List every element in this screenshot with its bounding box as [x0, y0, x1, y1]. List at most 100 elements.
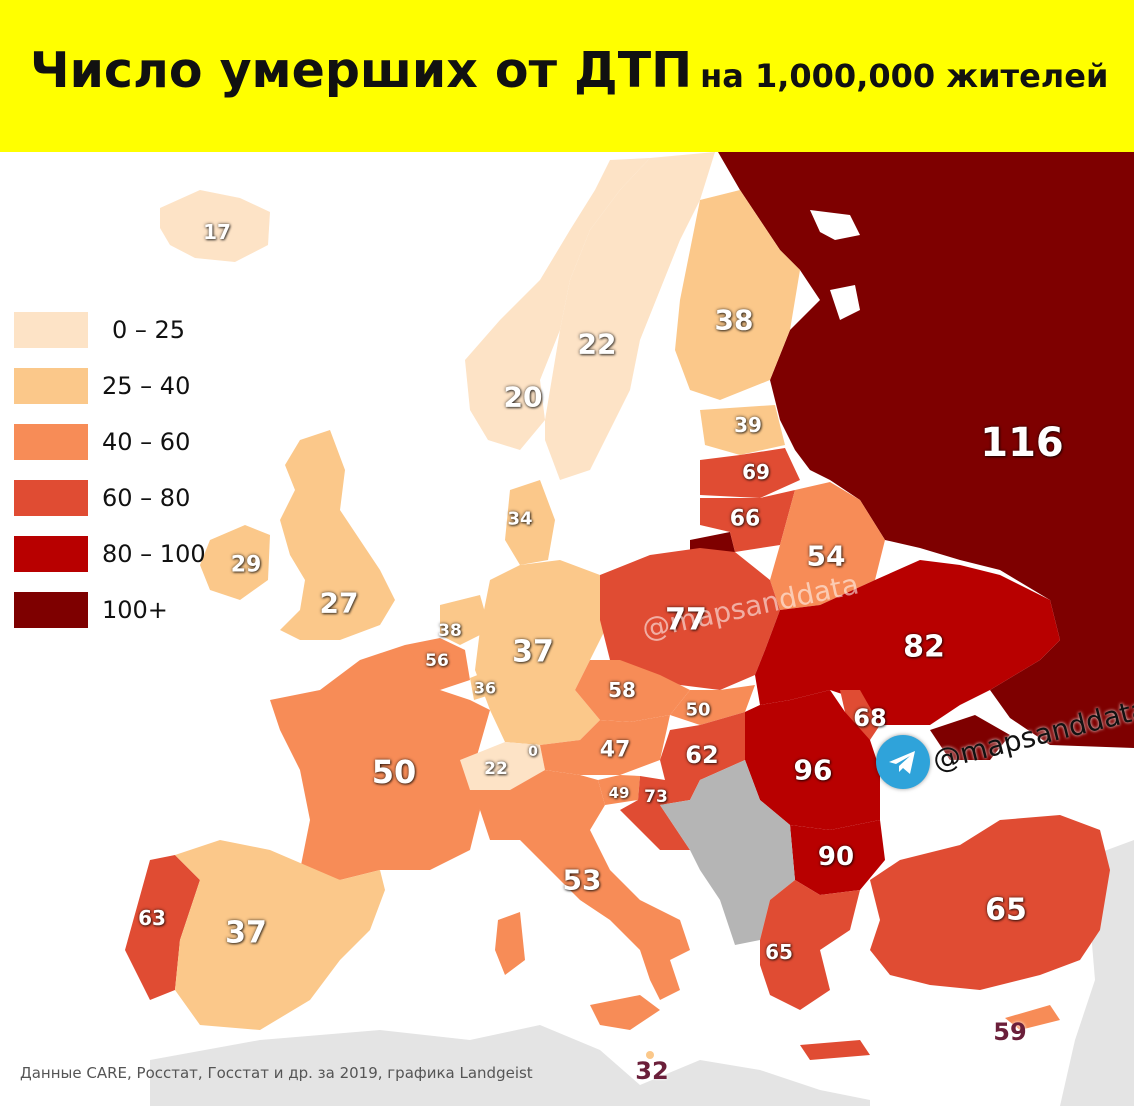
- value-greece: 65: [765, 940, 793, 964]
- region-cyprus: [1005, 1005, 1060, 1030]
- value-romania: 96: [793, 753, 833, 787]
- region-uk: [280, 430, 395, 640]
- region-romania: [745, 690, 880, 830]
- region-turkey: [870, 815, 1110, 990]
- value-turkey: 65: [985, 892, 1027, 928]
- value-denmark: 34: [507, 508, 533, 530]
- region-liechtenstein: [527, 744, 539, 762]
- region-france: [270, 645, 490, 880]
- title-main: Число умерших от ДТП: [30, 42, 693, 99]
- value-switzerland: 22: [484, 759, 508, 779]
- region-slovenia: [598, 775, 640, 805]
- value-france: 50: [371, 753, 417, 791]
- region-balkans-no-data: [660, 760, 795, 945]
- legend-swatch: [14, 424, 88, 460]
- region-finland: [675, 190, 800, 400]
- region-sardinia: [495, 912, 525, 975]
- legend-label: 100+: [102, 596, 168, 624]
- legend-swatch: [14, 480, 88, 516]
- value-norway: 20: [503, 380, 543, 414]
- region-luxembourg: [470, 672, 490, 700]
- region-switzerland: [460, 742, 545, 790]
- legend-label: 25 – 40: [102, 372, 191, 400]
- value-estonia: 39: [734, 413, 762, 437]
- region-italy: [470, 770, 690, 1000]
- region-portugal: [125, 855, 200, 1000]
- region-slovakia: [670, 685, 755, 725]
- region-netherlands: [440, 595, 490, 645]
- region-austria: [540, 715, 670, 775]
- title-sub: на 1,000,000 жителей: [700, 57, 1109, 95]
- value-netherlands: 38: [438, 621, 462, 641]
- value-cyprus: 59: [993, 1018, 1027, 1046]
- value-austria: 47: [599, 737, 631, 763]
- region-norway: [465, 158, 650, 450]
- region-croatia: [620, 776, 700, 850]
- value-iceland: 17: [203, 220, 231, 244]
- region-estonia: [700, 405, 785, 455]
- value-germany: 37: [512, 634, 554, 670]
- africa-landmass: [150, 1025, 870, 1106]
- value-ukraine: 82: [903, 629, 945, 665]
- region-iceland: [160, 190, 270, 262]
- value-uk: 27: [319, 586, 359, 620]
- value-belgium: 56: [425, 651, 449, 671]
- value-belarus: 54: [806, 539, 846, 573]
- region-russia: [718, 152, 1134, 748]
- legend-swatch: [14, 312, 88, 348]
- value-poland: 77: [665, 602, 707, 638]
- region-poland: [600, 548, 780, 690]
- region-ireland: [200, 525, 270, 600]
- region-moldova: [840, 690, 880, 740]
- region-crete: [800, 1040, 870, 1060]
- telegram-icon-glyph: [889, 751, 915, 774]
- value-liechtenstein: 0: [528, 744, 538, 760]
- legend-swatch: [14, 592, 88, 628]
- white-sea: [810, 210, 860, 240]
- region-czechia: [575, 660, 690, 722]
- region-malta: [646, 1051, 654, 1059]
- crimea-area: [930, 715, 1010, 760]
- value-slovakia: 50: [685, 699, 711, 721]
- region-spain: [175, 840, 385, 1030]
- value-bulgaria: 90: [817, 842, 855, 872]
- asia-landmass: [1060, 840, 1134, 1106]
- legend-swatch: [14, 536, 88, 572]
- value-spain: 37: [225, 915, 267, 951]
- value-hungary: 62: [685, 741, 719, 769]
- value-ireland: 29: [230, 552, 262, 578]
- europe-map: [125, 152, 1134, 1106]
- region-latvia: [700, 448, 800, 498]
- legend-label: 40 – 60: [102, 428, 191, 456]
- source-credit: Данные CARE, Росстат, Госстат и др. за 2…: [20, 1064, 533, 1082]
- region-denmark: [505, 480, 555, 565]
- value-finland: 38: [714, 303, 754, 337]
- value-czechia: 58: [608, 678, 636, 702]
- region-ukraine: [755, 560, 1060, 725]
- value-slovenia: 49: [608, 784, 630, 802]
- legend-label: 60 – 80: [102, 484, 191, 512]
- region-belarus: [770, 482, 885, 610]
- value-luxembourg: 36: [473, 678, 497, 698]
- title-bar: Число умерших от ДТП на 1,000,000 жителей: [0, 0, 1134, 152]
- value-russia: 116: [980, 420, 1064, 466]
- legend-label: 0 – 25: [112, 316, 186, 344]
- region-bulgaria: [790, 820, 885, 895]
- region-hungary: [660, 705, 760, 780]
- value-latvia: 69: [742, 460, 770, 484]
- value-croatia: 73: [644, 787, 668, 807]
- value-moldova: 68: [853, 704, 887, 732]
- page-title: Число умерших от ДТП на 1,000,000 жителей: [30, 42, 1108, 99]
- telegram-icon: [876, 735, 930, 789]
- region-sweden: [545, 152, 715, 480]
- value-portugal: 63: [138, 906, 166, 930]
- legend-swatch: [14, 368, 88, 404]
- legend-label: 80 – 100: [102, 540, 206, 568]
- value-malta: 32: [635, 1057, 669, 1085]
- value-italy: 53: [562, 863, 602, 897]
- region-lithuania: [700, 490, 795, 552]
- value-lithuania: 66: [729, 506, 761, 532]
- region-germany: [475, 560, 610, 745]
- region-sicily: [590, 995, 660, 1030]
- lake-ladoga: [830, 285, 860, 320]
